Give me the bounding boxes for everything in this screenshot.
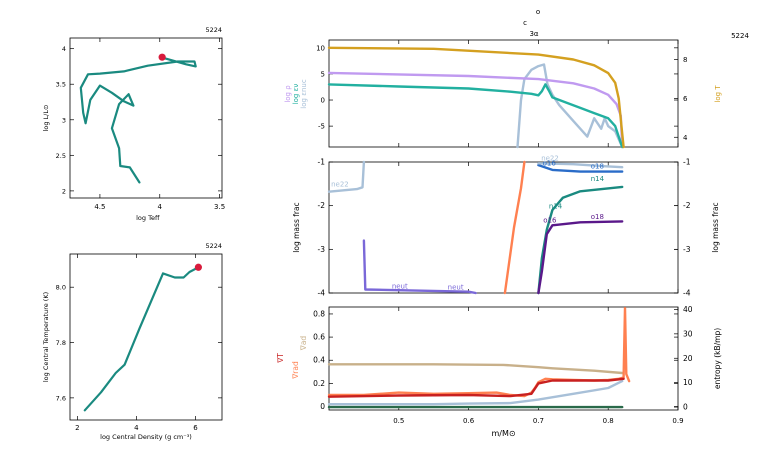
abund-ylabel: log mass frac bbox=[292, 202, 301, 252]
y-tick-label: 0.6 bbox=[313, 333, 325, 342]
x-tick-label: 0.8 bbox=[603, 417, 614, 425]
central-track-line bbox=[83, 266, 200, 412]
y-tick-label: 5 bbox=[321, 70, 325, 78]
abund-species-label: o18 bbox=[591, 213, 604, 221]
struct-model-number: 5224 bbox=[731, 32, 749, 40]
y-tick-label: 10 bbox=[683, 378, 693, 387]
y-tick-label: 0 bbox=[683, 403, 688, 412]
grad-left-label: ∇ad bbox=[299, 336, 308, 352]
central-current-marker bbox=[194, 263, 202, 271]
struct-profile-line bbox=[516, 63, 624, 149]
struct-profile-line bbox=[327, 71, 624, 149]
y-tick-label: 8.0 bbox=[56, 284, 66, 292]
grad-profile-line bbox=[327, 363, 624, 375]
abund-species-label: o16 bbox=[543, 216, 557, 224]
struct-profile-line bbox=[327, 83, 624, 149]
struct-left-label: log ρ bbox=[284, 85, 292, 103]
struct-left-label: log εnuc bbox=[300, 79, 308, 109]
abund-species-label: ne22 bbox=[331, 180, 349, 188]
header-mark-o: o bbox=[536, 8, 540, 16]
x-tick-label: 0.5 bbox=[393, 417, 404, 425]
grad-profile-line bbox=[327, 379, 624, 406]
y-tick-label: 0.8 bbox=[313, 309, 325, 318]
y-tick-label: 2 bbox=[62, 187, 66, 195]
header-mark-3a: 3α bbox=[529, 30, 538, 38]
y-tick-label: 4 bbox=[62, 45, 66, 53]
header-mark-c: c bbox=[523, 19, 527, 27]
y-tick-label: 4 bbox=[683, 134, 688, 142]
abund-right-ylabel: log mass frac bbox=[711, 202, 720, 252]
x-tick-label: 6 bbox=[193, 424, 198, 432]
x-tick-label: 2 bbox=[75, 424, 79, 432]
central-model-number: 5224 bbox=[205, 242, 222, 250]
abund-species-line bbox=[537, 162, 624, 169]
y-tick-label: 0 bbox=[320, 402, 325, 411]
grad-profile-line bbox=[327, 377, 625, 398]
struct-profile-line bbox=[327, 46, 625, 149]
central-ylabel: log Central Temperature (K) bbox=[42, 292, 50, 382]
abund-species-label: neut bbox=[448, 284, 464, 292]
struct-left-label: log εν bbox=[292, 84, 300, 105]
y-tick-label: -2 bbox=[318, 201, 326, 210]
abund-species-label: o18 bbox=[591, 163, 604, 171]
y-tick-label: -4 bbox=[318, 289, 326, 298]
y-tick-label: 30 bbox=[683, 329, 693, 338]
abund-species-label: ne22 bbox=[541, 154, 559, 162]
abund-species-line bbox=[537, 220, 624, 295]
y-tick-label: 0.4 bbox=[313, 356, 325, 365]
x-tick-label: 4 bbox=[158, 203, 163, 211]
x-tick-label: 4.5 bbox=[94, 203, 105, 211]
struct-right-label: log T bbox=[714, 85, 722, 103]
abund-species-line bbox=[362, 239, 477, 295]
x-tick-label: 3.5 bbox=[214, 203, 225, 211]
abund-species-line bbox=[537, 185, 624, 295]
y-tick-label: -1 bbox=[318, 158, 326, 167]
hr-ylabel: log L/L⊙ bbox=[42, 105, 50, 132]
y-tick-label: -3 bbox=[683, 245, 691, 254]
hr-frame bbox=[69, 37, 223, 199]
central-xlabel: log Central Density (g cm⁻³) bbox=[100, 433, 192, 441]
y-tick-label: 20 bbox=[683, 354, 693, 363]
y-tick-label: 3 bbox=[62, 116, 66, 124]
abund-species-line bbox=[537, 163, 624, 173]
x-tick-label: 0.6 bbox=[463, 417, 475, 425]
y-tick-label: 8 bbox=[683, 56, 687, 64]
y-tick-label: -3 bbox=[318, 245, 326, 254]
grad-right-ylabel: entropy (kB/mp) bbox=[713, 328, 722, 389]
abund-species-label: neut bbox=[392, 283, 408, 291]
y-tick-label: -5 bbox=[318, 123, 325, 131]
y-tick-label: 0 bbox=[321, 97, 325, 105]
struct-frame bbox=[328, 39, 679, 148]
x-tick-label: 4 bbox=[134, 424, 139, 432]
hr-current-marker bbox=[158, 53, 166, 61]
y-tick-label: 7.8 bbox=[56, 339, 66, 347]
grad-profile-line bbox=[327, 307, 631, 398]
grad-left-label: ∇T bbox=[276, 353, 285, 364]
x-tick-label: 0.9 bbox=[672, 417, 683, 425]
hr-track-line bbox=[79, 57, 197, 184]
y-tick-label: 6 bbox=[683, 95, 688, 103]
y-tick-label: 2.5 bbox=[56, 152, 66, 160]
y-tick-label: -1 bbox=[683, 158, 691, 167]
grad-left-label: ∇rad bbox=[291, 361, 300, 380]
y-tick-label: 0.2 bbox=[313, 379, 325, 388]
y-tick-label: -2 bbox=[683, 201, 691, 210]
abund-frame bbox=[328, 161, 679, 294]
abund-species-label: n14 bbox=[549, 203, 563, 211]
y-tick-label: 7.6 bbox=[56, 394, 66, 402]
abund-species-line bbox=[327, 160, 366, 193]
grad-xlabel: m/M⊙ bbox=[491, 429, 515, 438]
y-tick-label: -4 bbox=[683, 289, 691, 298]
x-tick-label: 0.7 bbox=[533, 417, 544, 425]
hr-xlabel: log Teff bbox=[136, 214, 160, 222]
y-tick-label: 3.5 bbox=[56, 81, 66, 89]
hr-model-number: 5224 bbox=[205, 26, 222, 34]
central-frame bbox=[69, 253, 223, 421]
abund-species-line bbox=[503, 160, 526, 295]
y-tick-label: 10 bbox=[316, 44, 325, 52]
abund-species-label: n14 bbox=[591, 175, 605, 183]
y-tick-label: 40 bbox=[683, 305, 693, 314]
abund-species-label: o16 bbox=[543, 159, 557, 167]
